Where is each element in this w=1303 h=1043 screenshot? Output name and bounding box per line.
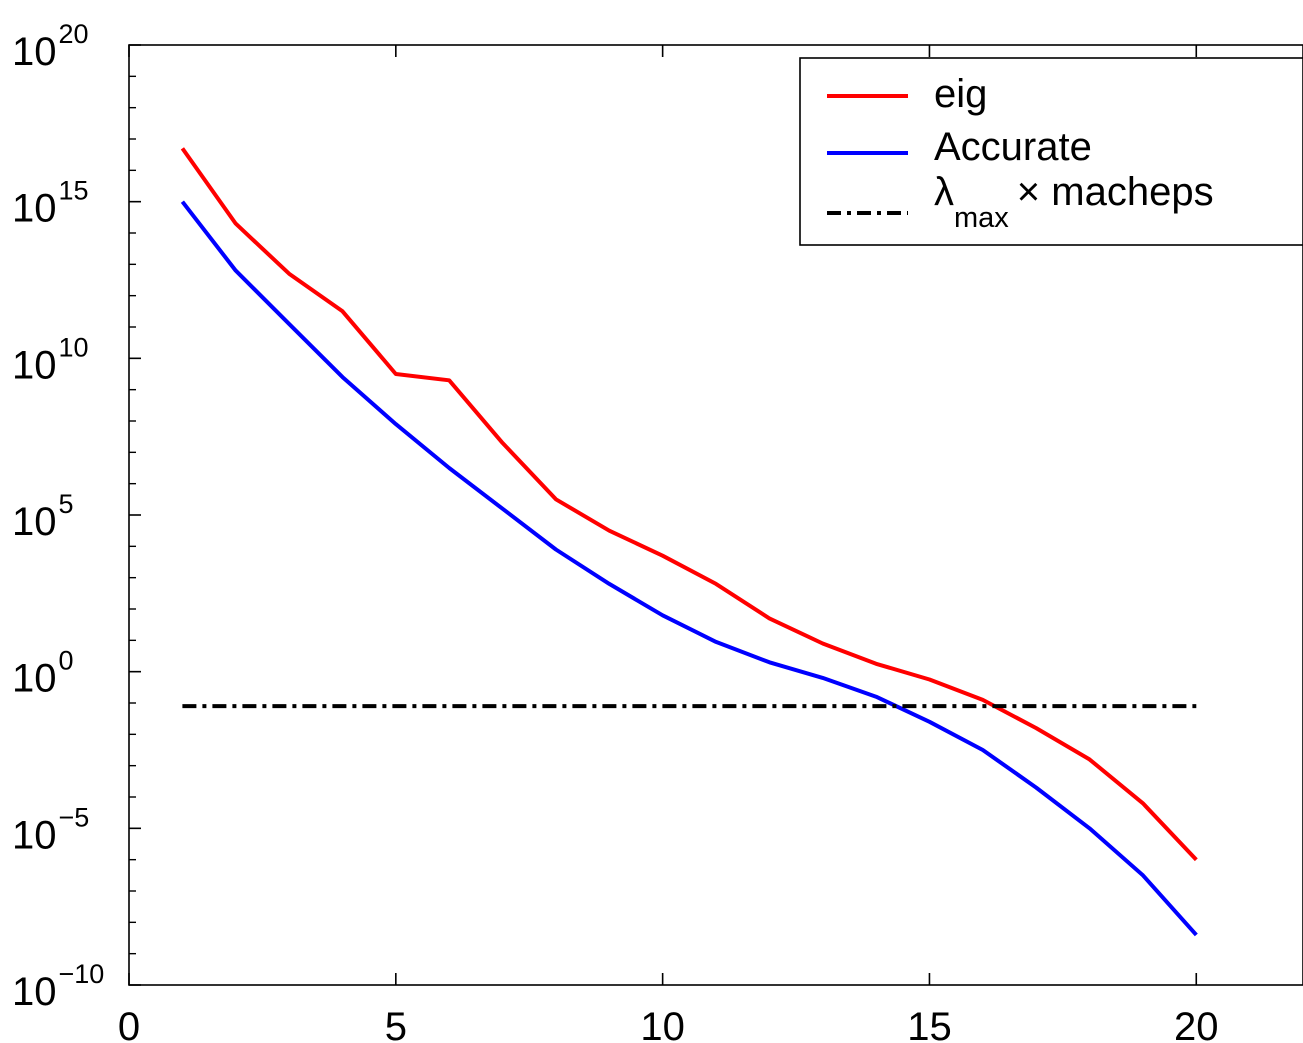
y-tick-label-2: 1010 <box>12 332 89 387</box>
y-tick-label-1: 1015 <box>12 176 89 231</box>
x-tick-label-0: 0 <box>118 1005 140 1043</box>
x-tick-label-1: 5 <box>385 1005 407 1043</box>
legend-label-accurate: Accurate <box>934 125 1092 169</box>
legend-lambda-rest: × macheps <box>1017 170 1214 214</box>
legend-label-eig: eig <box>934 72 987 116</box>
y-tick-label-5: 10−5 <box>12 802 89 857</box>
series-line-1 <box>180 200 1198 937</box>
legend-label-macheps: λmax× macheps <box>934 170 1214 234</box>
x-tick-label-2: 10 <box>640 1005 685 1043</box>
legend-lambda-symbol: λ <box>934 170 954 214</box>
y-tick-label-3: 105 <box>12 489 74 544</box>
series-line-0 <box>180 147 1198 862</box>
legend: eig Accurate λmax× macheps <box>799 57 1303 246</box>
x-tick-label-4: 20 <box>1174 1005 1219 1043</box>
y-tick-label-4: 100 <box>12 646 74 701</box>
y-tick-label-6: 10−10 <box>12 959 104 1014</box>
legend-lambda-subscript: max <box>954 202 1009 234</box>
series-layer <box>180 147 1198 937</box>
y-tick-label-0: 1020 <box>12 19 89 74</box>
x-tick-label-3: 15 <box>907 1005 952 1043</box>
